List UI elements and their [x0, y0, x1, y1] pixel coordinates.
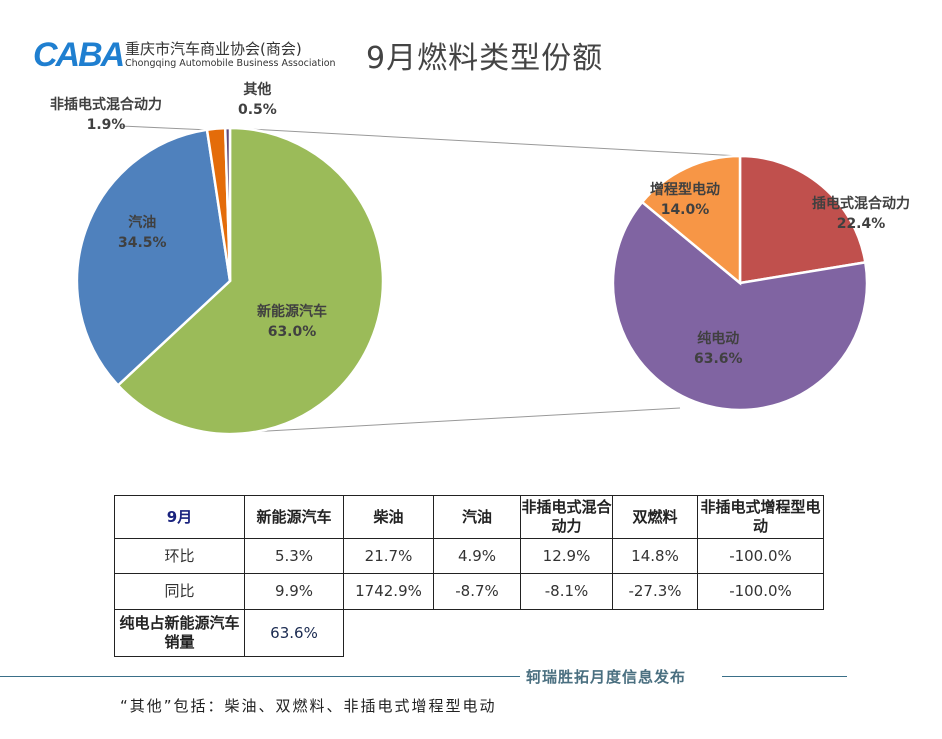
- table-header-row: 9月 新能源汽车 柴油 汽油 非插电式混合动力 双燃料 非插电式增程型电动: [114, 495, 824, 539]
- pie-charts: [75, 125, 869, 436]
- pie-slice-1: [611, 200, 869, 412]
- table-row: 纯电占新能源汽车销量 63.6%: [114, 609, 824, 657]
- row-label: 环比: [114, 538, 245, 574]
- main-pie: [75, 126, 385, 436]
- label-nev: 新能源汽车 63.0%: [257, 304, 327, 340]
- row-label: 同比: [114, 573, 245, 610]
- table-cell: -8.7%: [433, 573, 521, 610]
- label-non-plugin-hybrid: 非插电式混合动力 1.9%: [50, 97, 162, 133]
- table-cell: -100.0%: [697, 538, 824, 574]
- connector-line-bottom: [231, 407, 681, 434]
- table-cell: 21.7%: [343, 538, 434, 574]
- table-cell: 1742.9%: [343, 573, 434, 610]
- table-cell: 63.6%: [244, 609, 344, 657]
- header-cell: 柴油: [343, 495, 434, 539]
- label-phev: 插电式混合动力 22.4%: [812, 196, 910, 232]
- label-other: 其他 0.5%: [238, 82, 277, 118]
- pie-slice-0: [738, 154, 867, 285]
- row-label: 纯电占新能源汽车销量: [114, 609, 245, 657]
- header-cell: 新能源汽车: [244, 495, 344, 539]
- leader-line: [119, 125, 211, 131]
- chart-title: 9月燃料类型份额: [366, 41, 604, 76]
- pie-slice-1: [75, 128, 232, 388]
- table-cell: 4.9%: [433, 538, 521, 574]
- pie-slice-0: [116, 126, 385, 436]
- table-cell: 9.9%: [244, 573, 344, 610]
- header-cell: 汽油: [433, 495, 521, 539]
- header-cell: 非插电式增程型电动: [697, 495, 824, 539]
- footer-divider: [0, 676, 520, 677]
- logo: CABA 重庆市汽车商业协会(商会) Chongqing Automobile …: [33, 36, 336, 76]
- header-cell: 非插电式混合动力: [520, 495, 613, 539]
- connector-line-top: [231, 127, 741, 157]
- growth-table: 9月 新能源汽车 柴油 汽油 非插电式混合动力 双燃料 非插电式增程型电动 环比…: [114, 495, 824, 657]
- logo-name-en: Chongqing Automobile Business Associatio…: [125, 58, 336, 69]
- table-cell: -100.0%: [697, 573, 824, 610]
- header-cell: 双燃料: [612, 495, 698, 539]
- footer-divider: [722, 676, 847, 677]
- table-cell: -8.1%: [520, 573, 613, 610]
- table-cell: 14.8%: [612, 538, 698, 574]
- logo-mark: CABA: [33, 36, 125, 74]
- pie-slice-3: [223, 126, 232, 282]
- header-cell: 9月: [114, 495, 245, 539]
- pie-slice-2: [640, 154, 742, 286]
- table-row: 同比 9.9% 1742.9% -8.7% -8.1% -27.3% -100.…: [114, 573, 824, 610]
- label-erev: 增程型电动 14.0%: [650, 182, 720, 218]
- label-gasoline: 汽油 34.5%: [118, 215, 167, 251]
- label-bev: 纯电动 63.6%: [694, 331, 743, 367]
- sub-pie: [611, 154, 869, 412]
- table-cell: 5.3%: [244, 538, 344, 574]
- logo-name-cn: 重庆市汽车商业协会(商会): [125, 40, 302, 58]
- footer-text: 轲瑞胜拓月度信息发布: [526, 668, 687, 686]
- table-cell: -27.3%: [612, 573, 698, 610]
- footnote: “其他”包括：柴油、双燃料、非插电式增程型电动: [120, 697, 497, 715]
- table-cell: 12.9%: [520, 538, 613, 574]
- table-row: 环比 5.3% 21.7% 4.9% 12.9% 14.8% -100.0%: [114, 538, 824, 574]
